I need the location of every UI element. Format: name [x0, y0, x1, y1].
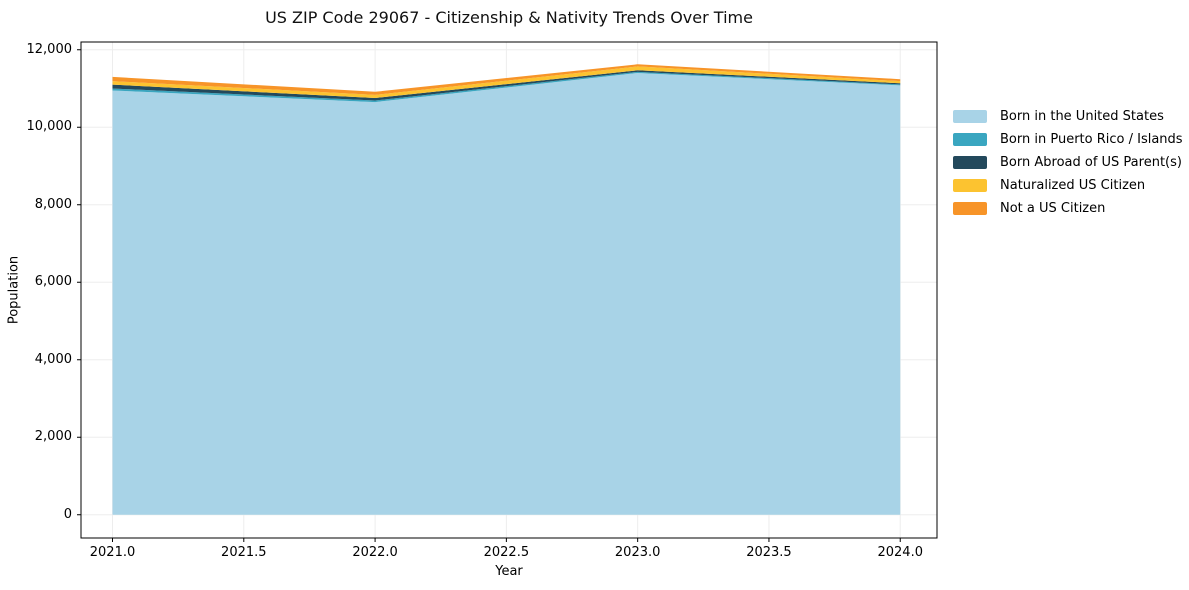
x-tick-label: 2021.0	[89, 545, 136, 560]
x-axis-label: Year	[495, 564, 523, 579]
x-tick-label: 2022.5	[483, 545, 530, 560]
area-born-in-puerto-rico-islands	[112, 71, 901, 103]
plot-border	[80, 41, 938, 539]
legend-swatch	[953, 179, 987, 192]
area-born-in-the-united-states	[112, 73, 901, 515]
legend-swatch	[953, 202, 987, 215]
y-tick-label: 6,000	[34, 274, 72, 290]
y-tick-label: 12,000	[26, 41, 73, 57]
legend-swatch	[953, 133, 987, 146]
x-tick-label: 2021.5	[221, 545, 267, 560]
legend: Born in the United States Born in Puerto …	[953, 105, 1183, 220]
x-tick-label: 2024.0	[877, 545, 923, 560]
legend-swatch	[953, 156, 987, 169]
area-born-abroad-of-us-parent-s	[112, 70, 901, 101]
legend-item-born-in-the-united-states: Born in the United States	[953, 105, 1183, 128]
area-not-a-us-citizen	[112, 64, 901, 95]
legend-item-naturalized-us-citizen: Naturalized US Citizen	[953, 174, 1183, 197]
legend-item-not-a-us-citizen: Not a US Citizen	[953, 197, 1183, 220]
y-tick-label: 0	[63, 506, 72, 522]
area-naturalized-us-citizen	[112, 66, 901, 98]
x-tick-label: 2022.0	[352, 545, 398, 560]
x-tick-label: 2023.0	[614, 545, 661, 560]
legend-label: Naturalized US Citizen	[1000, 178, 1146, 193]
chart-title: US ZIP Code 29067 - Citizenship & Nativi…	[265, 8, 753, 27]
legend-item-born-abroad-of-us-parent-s: Born Abroad of US Parent(s)	[953, 151, 1183, 174]
legend-label: Not a US Citizen	[1000, 201, 1106, 216]
y-axis-label: Population	[6, 255, 22, 325]
legend-item-born-in-puerto-rico-islands: Born in Puerto Rico / Islands	[953, 128, 1183, 151]
legend-label: Born in Puerto Rico / Islands	[1000, 132, 1183, 147]
y-tick-label: 10,000	[26, 119, 73, 135]
y-tick-label: 4,000	[34, 351, 72, 367]
y-tick-label: 8,000	[34, 196, 72, 212]
legend-label: Born in the United States	[1000, 109, 1164, 124]
legend-label: Born Abroad of US Parent(s)	[1000, 155, 1182, 170]
x-tick-label: 2023.5	[746, 545, 792, 560]
legend-swatch	[953, 110, 987, 123]
y-tick-label: 2,000	[34, 429, 72, 445]
